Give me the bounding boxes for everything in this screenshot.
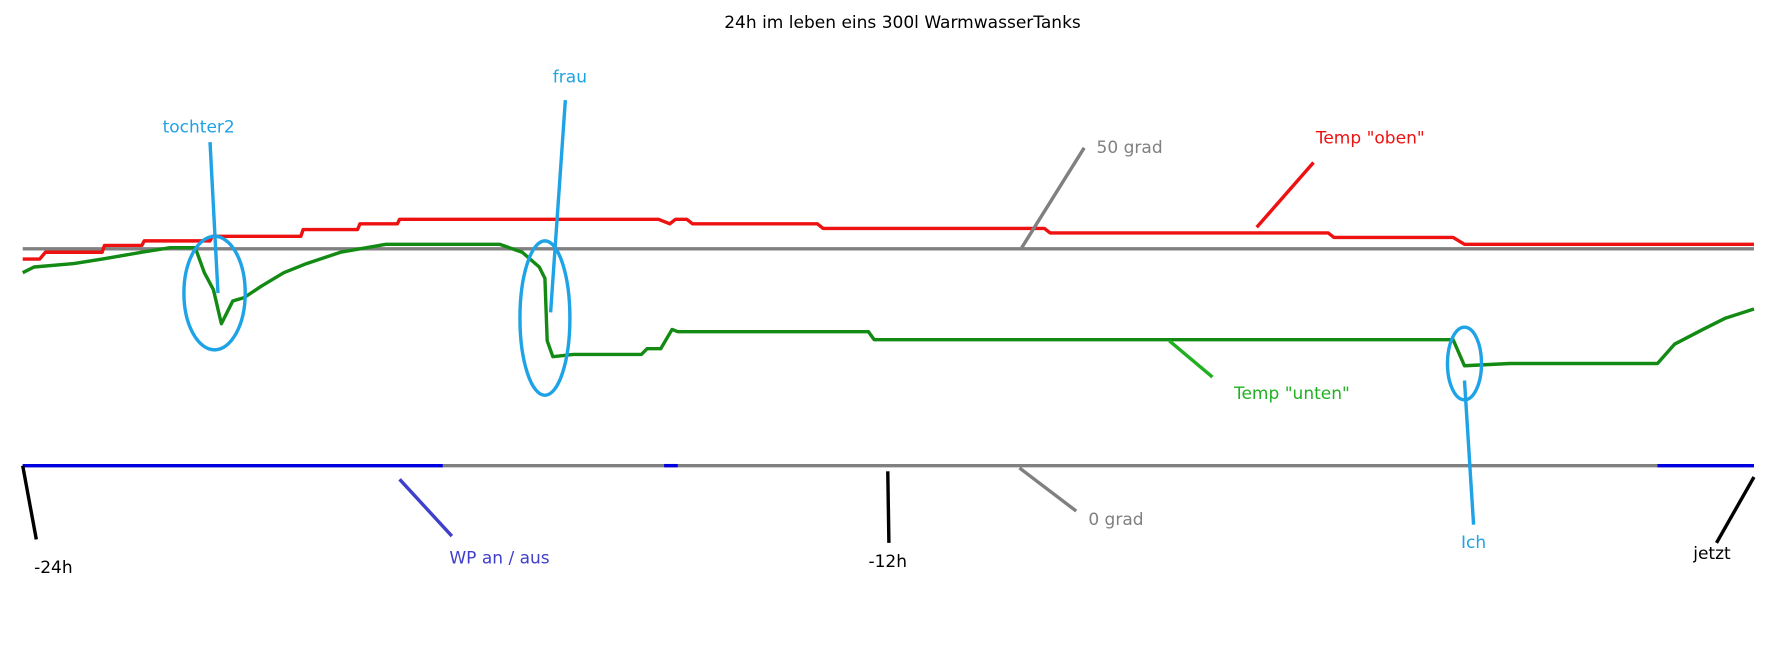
pointer (1018, 466, 1078, 513)
highlight-ellipse (518, 239, 572, 397)
annotation: frau (553, 67, 587, 87)
time-label: -12h (868, 552, 907, 572)
annotation: WP an / aus (449, 549, 549, 569)
annotation: 50 grad (1097, 138, 1163, 158)
pointer (398, 478, 454, 538)
pointer (208, 142, 220, 294)
time-tick (886, 471, 891, 543)
annotation: Ich (1461, 533, 1486, 553)
annotation: 0 grad (1088, 510, 1143, 530)
annotation: Temp "oben" (1315, 129, 1425, 149)
pointer (1255, 161, 1315, 229)
time-label: -24h (34, 558, 73, 578)
time-label: jetzt (1692, 544, 1731, 564)
pointer (1462, 380, 1476, 525)
pointer (548, 99, 568, 313)
annotation: tochter2 (163, 117, 235, 137)
annotation: Temp "unten" (1233, 384, 1350, 404)
temp-unten-line (21, 242, 1755, 368)
time-tick (1715, 476, 1756, 544)
pointer (1020, 146, 1086, 249)
pointer (1168, 339, 1214, 379)
title: 24h im leben eins 300l WarmwasserTanks (724, 13, 1081, 33)
temp-oben-line (22, 217, 1754, 261)
time-tick (21, 465, 39, 540)
